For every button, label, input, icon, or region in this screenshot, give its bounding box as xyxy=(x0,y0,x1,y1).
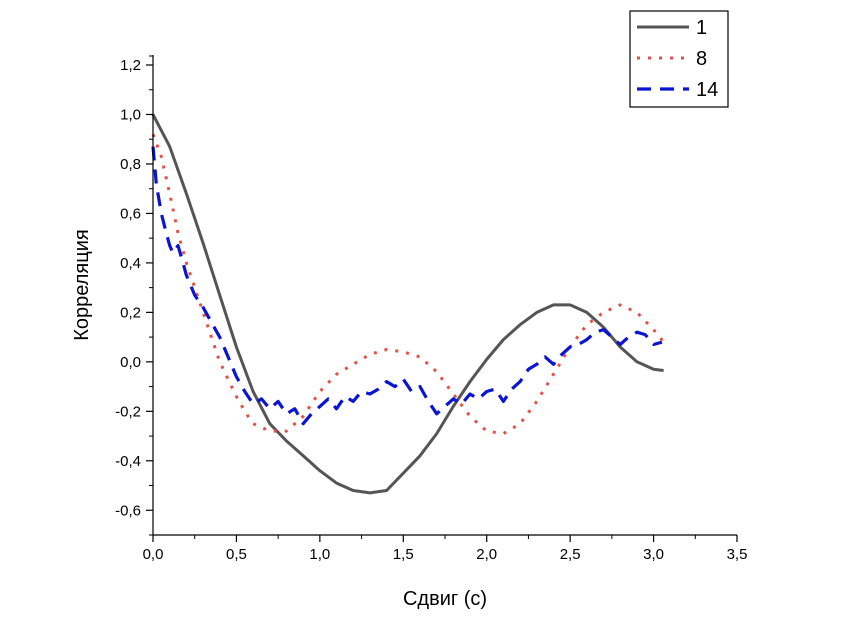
legend-label: 1 xyxy=(696,17,707,39)
axes xyxy=(152,55,737,536)
series-line-14 xyxy=(151,146,663,426)
y-tick-label: 0,0 xyxy=(120,354,141,371)
x-axis-title: Сдвиг (с) xyxy=(403,588,487,610)
x-tick-label: 2,0 xyxy=(476,546,497,563)
y-tick-label: -0,4 xyxy=(115,453,141,470)
y-tick-label: 0,6 xyxy=(120,205,141,222)
x-tick-label: 1,5 xyxy=(393,546,414,563)
x-tick-label: 0,5 xyxy=(226,546,247,563)
y-tick-label: 1,0 xyxy=(120,106,141,123)
y-tick-label: -0,2 xyxy=(115,403,141,420)
x-tick-label: 3,5 xyxy=(727,546,748,563)
y-tick-label: 0,2 xyxy=(120,304,141,321)
legend-label: 8 xyxy=(696,48,707,70)
y-ticks: -0,6 -0,4 -0,2 0,0 0,2 0,4 0,6 0,8 1,0 1,2 xyxy=(115,55,153,536)
x-tick-label: 3,0 xyxy=(643,546,664,563)
legend-label: 14 xyxy=(696,79,718,101)
x-ticks: 0,0 0,5 1,0 1,5 2,0 2,5 3,0 3,5 xyxy=(143,535,748,563)
y-tick-label: 0,4 xyxy=(120,255,141,272)
y-tick-label: 0,8 xyxy=(120,156,141,173)
y-tick-label: -0,6 xyxy=(115,502,141,519)
x-tick-label: 0,0 xyxy=(143,546,164,563)
y-tick-label: 1,2 xyxy=(120,57,141,74)
plot-lines xyxy=(151,113,665,495)
y-axis-title: Корреляция xyxy=(71,229,93,340)
x-tick-label: 1,0 xyxy=(309,546,330,563)
series-line-8 xyxy=(151,133,665,436)
series-line-1 xyxy=(151,113,664,495)
x-tick-label: 2,5 xyxy=(560,546,581,563)
